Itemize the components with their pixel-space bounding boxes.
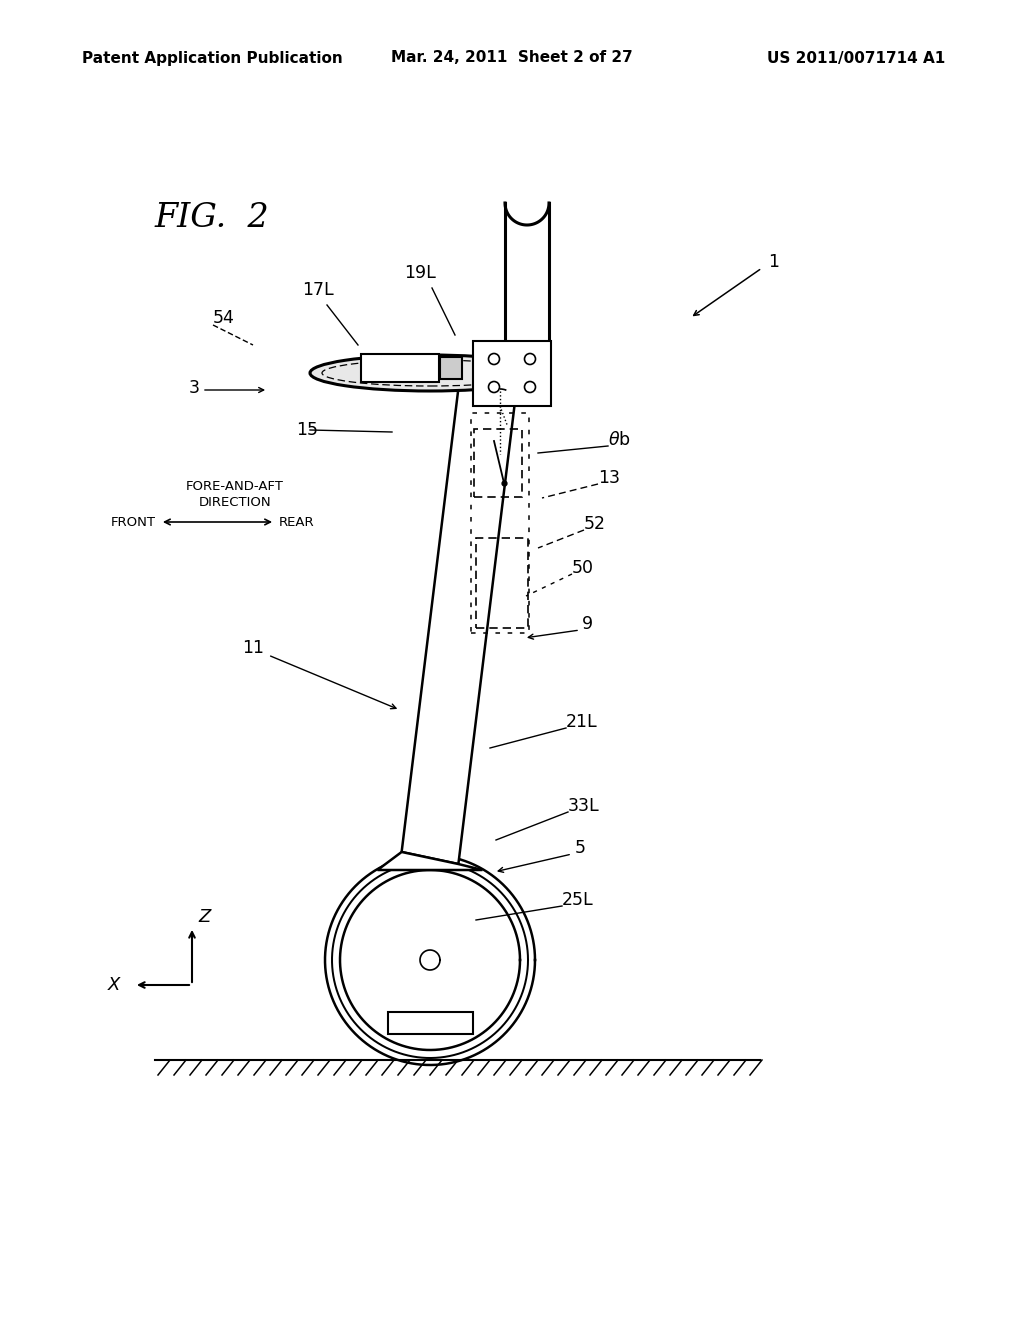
- Text: 5: 5: [575, 840, 586, 857]
- Bar: [474, 429, 522, 498]
- Text: 21L: 21L: [566, 713, 598, 731]
- Text: 13: 13: [598, 469, 620, 487]
- Text: Mar. 24, 2011  Sheet 2 of 27: Mar. 24, 2011 Sheet 2 of 27: [391, 50, 633, 66]
- Ellipse shape: [310, 355, 550, 391]
- Bar: [387, 1012, 472, 1034]
- Text: 19L: 19L: [404, 264, 436, 282]
- Text: FRONT: FRONT: [111, 516, 156, 528]
- Text: Patent Application Publication: Patent Application Publication: [82, 50, 343, 66]
- Polygon shape: [505, 203, 549, 358]
- Polygon shape: [401, 362, 518, 865]
- Text: 1: 1: [768, 253, 779, 271]
- Text: 11: 11: [242, 639, 264, 657]
- Bar: [361, 354, 439, 381]
- Bar: [471, 413, 529, 634]
- Polygon shape: [378, 851, 482, 870]
- Text: 54: 54: [213, 309, 234, 327]
- Text: 52: 52: [584, 515, 606, 533]
- Bar: [440, 356, 462, 379]
- Text: 15: 15: [296, 421, 318, 440]
- Text: 3: 3: [189, 379, 200, 397]
- Text: DIRECTION: DIRECTION: [199, 496, 271, 510]
- Text: FORE-AND-AFT: FORE-AND-AFT: [186, 479, 284, 492]
- Text: 50: 50: [572, 558, 594, 577]
- Text: 33L: 33L: [568, 797, 600, 814]
- Text: 17L: 17L: [302, 281, 334, 300]
- Text: US 2011/0071714 A1: US 2011/0071714 A1: [767, 50, 945, 66]
- Text: 25L: 25L: [562, 891, 594, 909]
- Text: REAR: REAR: [279, 516, 314, 528]
- Text: $\theta$b: $\theta$b: [608, 432, 631, 449]
- Text: 9: 9: [582, 615, 593, 634]
- Bar: [473, 341, 551, 405]
- Text: Z: Z: [198, 908, 210, 927]
- Text: FIG.  2: FIG. 2: [155, 202, 269, 234]
- Text: X: X: [108, 975, 120, 994]
- Bar: [476, 539, 528, 628]
